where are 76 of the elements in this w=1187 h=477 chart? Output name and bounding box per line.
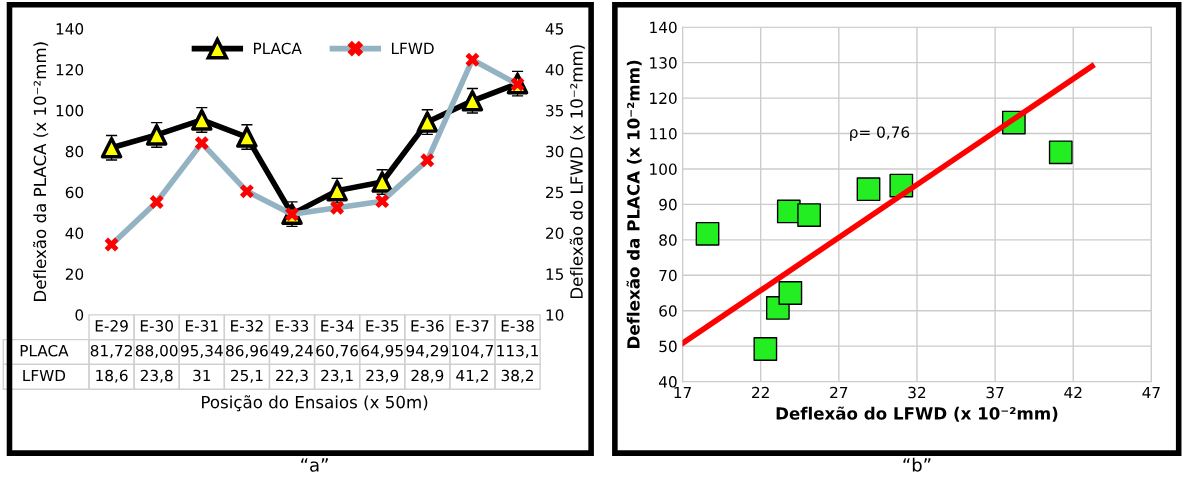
data-label: 28,9 [411,369,444,383]
x-axis-title: Posição do Ensaios (x 50m) [202,395,428,412]
y2-tick-label: 35 [546,104,564,117]
y2-axis-title: Deflexão do LFWD (x 10⁻²mm) [569,45,585,299]
y-tick-label: 40 [658,376,677,388]
y2-tick-label: 10 [546,309,564,321]
x-axis-title: Deflexão do LFWD (x 10⁻²mm) [776,406,1058,422]
x-tick-label: 32 [908,386,926,399]
data-label: 23,8 [140,369,173,383]
text: “a” [301,458,328,472]
y-tick-label: 60 [65,186,84,199]
data-label: 23,9 [366,369,399,383]
data-label: 95,34 [180,344,223,359]
data-label: 113,1 [497,344,538,359]
text: PLACA [20,344,69,357]
x-tick-label: E-36 [411,320,444,332]
y-tick-label: 60 [659,305,677,317]
y-axis-title: Deflexão da PLACA (x 10⁻²mm) [626,60,642,348]
data-label: 49,24 [270,344,314,359]
data-label: 60,76 [316,344,359,359]
legend-label: PLACA [254,42,302,55]
data-label: 22,3 [276,369,308,383]
y-tick-label: 140 [56,23,84,35]
y-tick-label: 70 [659,269,677,282]
y-tick-label: 100 [56,104,84,117]
y-tick-label: 80 [65,145,84,158]
y-tick-label: 40 [65,227,84,240]
text: “b” [903,457,931,472]
data-label: 64,95 [361,344,403,359]
data-label: 25,1 [231,369,263,383]
data-label: 88,00 [135,344,178,359]
y-axis-title: Deflexão da PLACA (x 10⁻²mm) [33,42,49,301]
y-tick-label: 20 [65,268,84,280]
y-tick-label: 140 [650,21,677,34]
x-tick-label: 22 [752,386,769,399]
text: LFWD [23,369,66,382]
x-tick-label: 42 [1064,386,1082,399]
y2-tick-label: 30 [546,145,564,158]
x-tick-label: E-35 [366,320,399,332]
y-tick-label: 90 [659,198,677,211]
x-tick-label: 47 [1142,386,1160,399]
y-tick-label: 80 [659,234,677,246]
y2-tick-label: 20 [546,227,564,240]
y-tick-label: 110 [650,127,677,140]
data-label: 18,6 [96,369,128,383]
data-label: 38,2 [501,369,534,383]
x-tick-label: E-33 [276,320,309,332]
x-tick-label: E-34 [321,320,354,332]
y2-tick-label: 15 [546,268,564,280]
x-tick-label: E-31 [185,320,218,332]
y2-tick-label: 25 [546,186,564,199]
x-tick-label: 37 [986,386,1004,399]
y-tick-label: 0 [75,309,84,321]
y-tick-label: 50 [659,340,677,353]
y2-tick-label: 40 [545,63,564,76]
x-tick-label: E-30 [140,320,173,332]
x-tick-label: 27 [830,386,848,399]
y2-tick-label: 45 [545,23,564,35]
data-label: 94,29 [406,344,449,359]
annotation: ρ= 0,76 [850,126,910,141]
legend-label: LFWD [391,42,434,54]
y-tick-label: 100 [650,163,677,175]
x-tick-label: E-32 [231,320,263,332]
data-label: 86,96 [226,344,268,359]
y-tick-label: 120 [650,92,677,105]
y-tick-label: 130 [650,57,677,69]
x-tick-label: E-37 [456,320,489,332]
data-label: 41,2 [456,369,488,383]
data-label: 23,1 [321,369,353,383]
x-tick-label: E-38 [501,320,534,332]
x-tick-label: E-29 [95,320,128,332]
data-label: 104,7 [452,344,493,359]
data-label: 31 [193,369,211,382]
y-tick-label: 120 [56,63,84,76]
data-label: 81,72 [90,344,132,359]
x-tick-label: 17 [674,386,691,399]
